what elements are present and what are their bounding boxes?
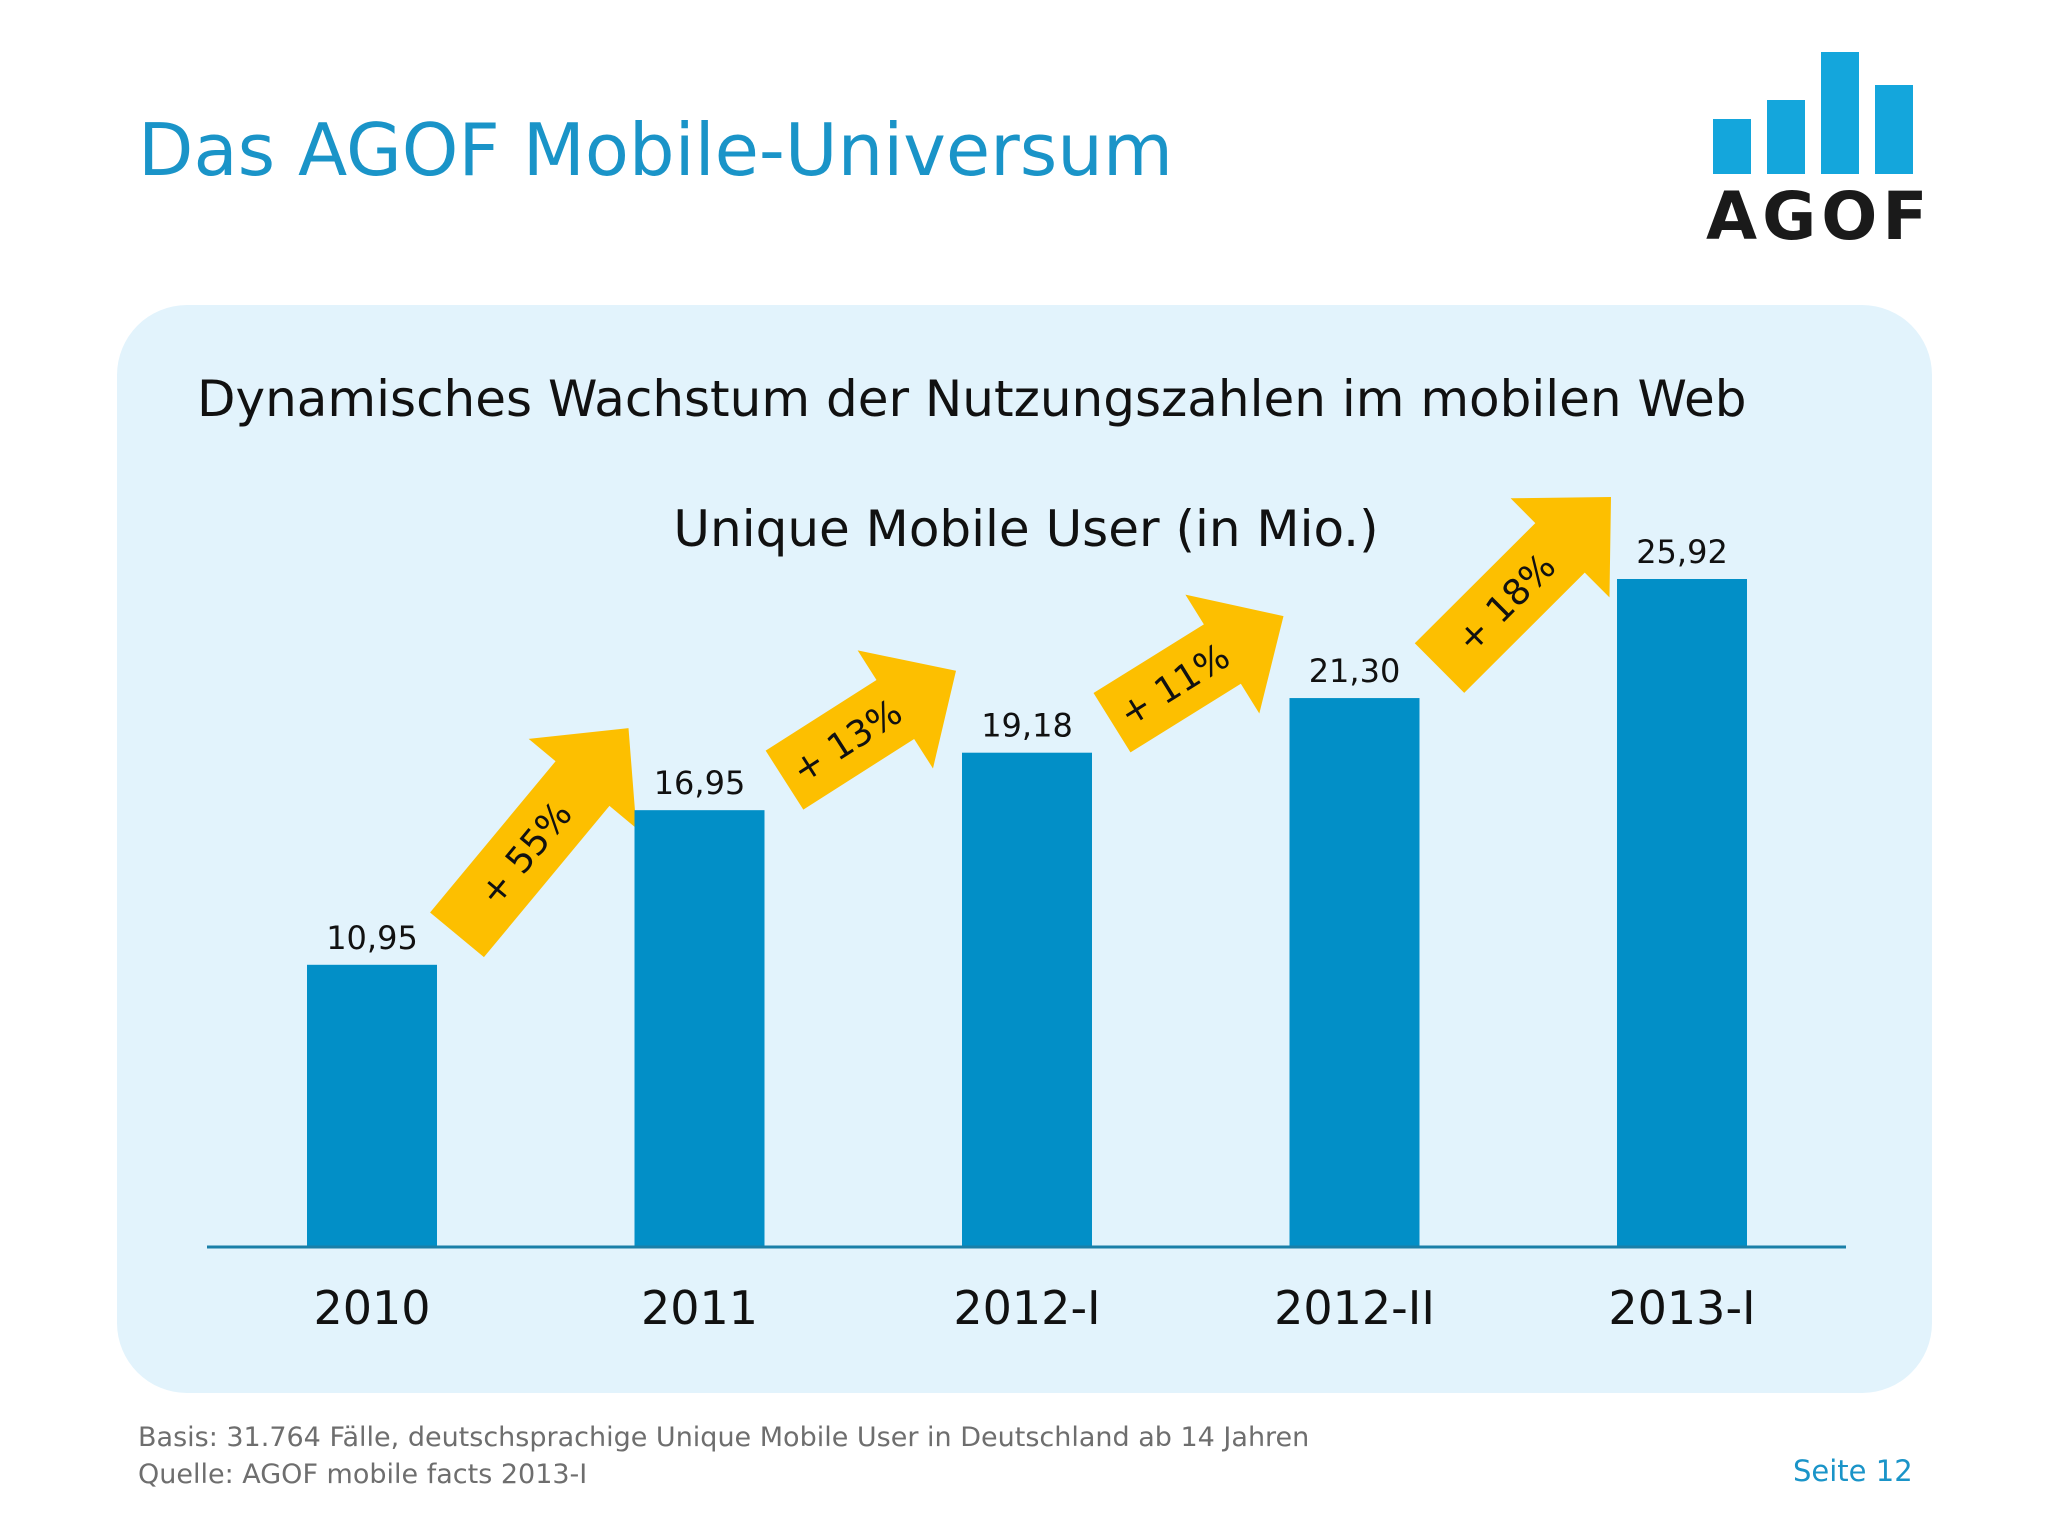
logo-bar-2 [1767, 100, 1805, 174]
bar-2012-II [1289, 698, 1420, 1247]
footer-source: Quelle: AGOF mobile facts 2013-I [138, 1459, 588, 1490]
value-label-2012-I: 19,18 [981, 707, 1073, 745]
panel-heading: Dynamisches Wachstum der Nutzungszahlen … [197, 370, 1747, 428]
value-label-2012-II: 21,30 [1309, 652, 1401, 690]
agof-logo [1713, 52, 1913, 174]
growth-arrow-3: + 11% [1093, 594, 1284, 753]
logo-wordmark: AGOF [1706, 178, 1933, 255]
category-label-2010: 2010 [313, 1281, 430, 1335]
logo-bar-4 [1875, 85, 1913, 174]
growth-arrow-shape [1414, 497, 1612, 693]
category-label-2012-I: 2012-I [953, 1281, 1100, 1335]
value-label-2013-I: 25,92 [1636, 533, 1728, 571]
growth-arrow-shape [1093, 594, 1284, 753]
bar-2011 [634, 810, 765, 1247]
logo-bar-1 [1713, 119, 1751, 174]
category-label-2012-II: 2012-II [1274, 1281, 1435, 1335]
category-label-2011: 2011 [641, 1281, 758, 1335]
bar-2010 [307, 964, 437, 1247]
page-number: Seite 12 [1793, 1454, 1913, 1488]
bar-2012-I [962, 752, 1092, 1247]
page-title: Das AGOF Mobile-Universum [138, 108, 1173, 192]
value-label-2010: 10,95 [326, 919, 418, 957]
growth-arrow-2: + 13% [765, 650, 956, 810]
chart-title: Unique Mobile User (in Mio.) [673, 500, 1378, 558]
bar-2013-I [1617, 579, 1747, 1247]
footer-basis: Basis: 31.764 Fälle, deutschsprachige Un… [138, 1422, 1310, 1453]
growth-arrow-shape [765, 650, 956, 810]
category-label-2013-I: 2013-I [1608, 1281, 1755, 1335]
logo-bar-3 [1821, 52, 1859, 174]
growth-arrow-shape [430, 728, 637, 958]
value-label-2011: 16,95 [654, 764, 746, 802]
